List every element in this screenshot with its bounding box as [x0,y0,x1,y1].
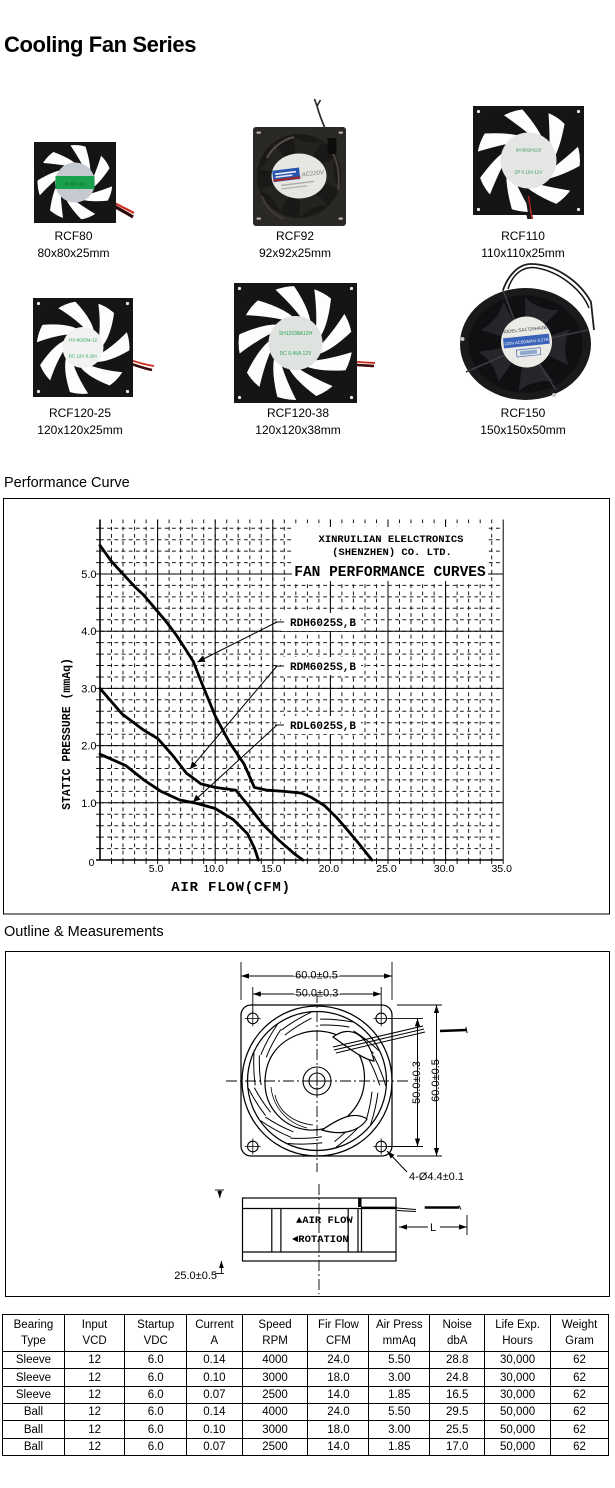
svg-text:SH12038A12H: SH12038A12H [279,331,313,337]
svg-text:FAN PERFORMANCE CURVES: FAN PERFORMANCE CURVES [294,565,486,581]
svg-text:RDL6025S,B: RDL6025S,B [290,721,356,733]
svg-text:L: L [430,1222,436,1234]
svg-text:AIR FLOW(CFM): AIR FLOW(CFM) [171,880,291,896]
svg-text:DC 0.45A 12V: DC 0.45A 12V [280,351,312,357]
svg-text:5.0: 5.0 [81,569,96,581]
svg-text:(SHENZHEN) CO. LTD.: (SHENZHEN) CO. LTD. [332,547,452,559]
svg-text:0: 0 [89,857,95,869]
svg-text:10.0: 10.0 [203,863,224,875]
svg-text:MODEL:SA1725HA2BA: MODEL:SA1725HA2BA [501,324,551,334]
svg-text:HX-8025M-12: HX-8025M-12 [69,338,98,343]
svg-text:▲AIR FLOW: ▲AIR FLOW [296,1215,353,1227]
svg-text:15.0: 15.0 [261,863,282,875]
svg-text:RDH6025S,B: RDH6025S,B [290,618,356,630]
svg-text:XINRUILIAN ELELCTRONICS: XINRUILIAN ELELCTRONICS [319,534,464,546]
svg-text:DC 12V 0.20A: DC 12V 0.20A [69,354,98,359]
svg-text:80 90 12V: 80 90 12V [65,182,86,187]
svg-text:1.0: 1.0 [81,798,96,810]
svg-text:STATIC PRESSURE (mmAq): STATIC PRESSURE (mmAq) [61,658,74,810]
svg-text:60.0±0.5: 60.0±0.5 [430,1059,442,1102]
svg-text:3.0: 3.0 [81,683,96,695]
svg-text:◄ROTATION: ◄ROTATION [292,1234,349,1246]
svg-text:30.0: 30.0 [434,863,455,875]
svg-text:20.0: 20.0 [319,863,340,875]
svg-text:5.0: 5.0 [149,863,164,875]
svg-text:25.0±0.5: 25.0±0.5 [174,1270,217,1282]
svg-text:50.0±0.3: 50.0±0.3 [296,988,339,1000]
svg-text:AC220V: AC220V [300,170,325,179]
svg-text:60.0±0.5: 60.0±0.5 [295,970,338,982]
svg-text:35.0: 35.0 [491,863,512,875]
svg-text:25.0: 25.0 [376,863,397,875]
svg-text:2.0: 2.0 [81,741,96,753]
svg-text:50.0±0.3: 50.0±0.3 [411,1061,423,1104]
svg-text:4-Ø4.4±0.1: 4-Ø4.4±0.1 [409,1171,464,1183]
svg-text:4.0: 4.0 [81,626,96,638]
svg-text:220V AC50/60Hz 0.27A: 220V AC50/60Hz 0.27A [504,337,549,347]
svg-text:RDM6025S,B: RDM6025S,B [290,662,356,674]
svg-text:94-B02H120: 94-B02H120 [516,148,542,153]
svg-text:ZP 0.10A 12V: ZP 0.10A 12V [515,170,543,175]
